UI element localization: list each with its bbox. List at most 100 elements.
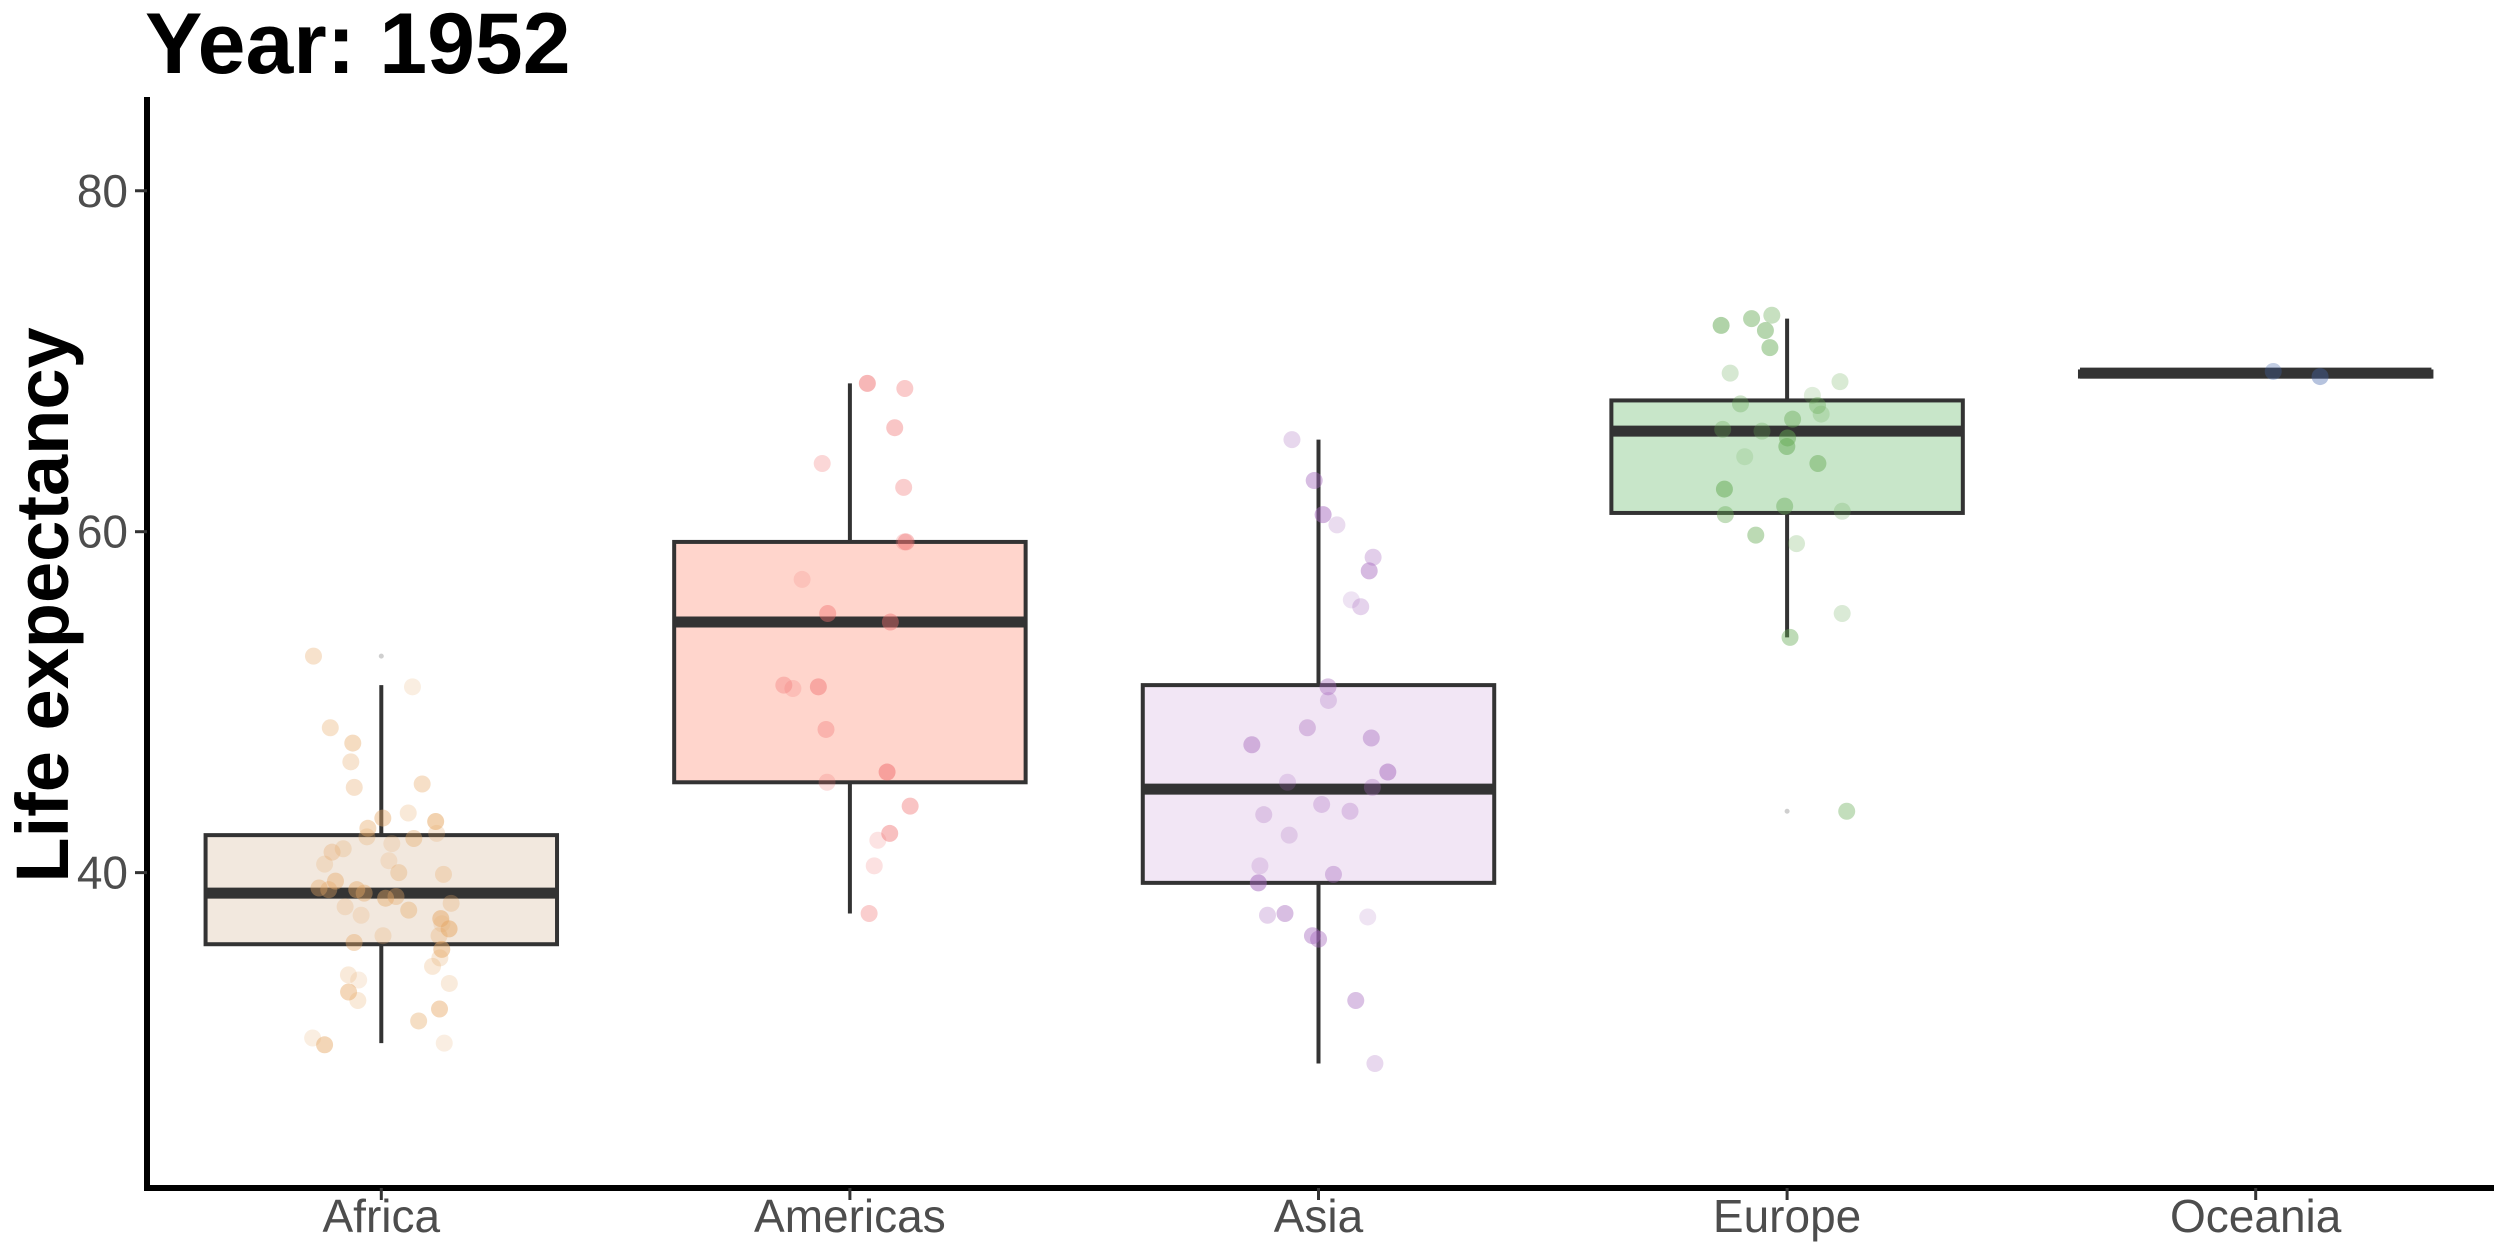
data-point [1379,763,1397,781]
data-point [344,734,362,752]
data-point [413,775,431,793]
data-point [1743,310,1761,328]
data-point [813,455,831,473]
data-point [340,983,358,1001]
data-point [342,753,360,771]
data-point [410,1012,428,1030]
data-point [387,887,405,905]
data-point [1249,874,1267,892]
data-point [1747,526,1765,544]
outlier-point [1784,808,1790,814]
data-point [1809,455,1827,473]
data-point [1763,306,1781,324]
data-point [383,835,401,853]
data-point [1342,591,1360,609]
data-point [1280,826,1298,844]
data-point [809,678,827,696]
data-point [2311,368,2329,386]
data-point [1255,806,1273,824]
data-point [1736,448,1754,466]
y-tick-label: 40 [77,847,128,899]
data-point [440,974,458,992]
data-point [316,855,334,873]
data-point [1303,927,1321,945]
data-point [1310,930,1328,948]
data-point [427,812,445,830]
data-point [1364,548,1382,566]
data-point [316,1036,334,1054]
data-point [435,1034,453,1052]
data-point [869,831,887,849]
data-point [1328,516,1346,534]
y-tick-label: 60 [77,506,128,558]
data-point [784,680,802,698]
data-point [895,478,913,496]
data-point [881,613,899,631]
data-point [878,763,896,781]
data-point [349,991,367,1009]
data-point [1784,410,1802,428]
data-point [323,843,341,861]
box-americas [672,374,1028,923]
data-point [1251,857,1269,875]
data-point [304,1029,322,1047]
data-point [352,906,370,924]
data-point [793,570,811,588]
data-point [400,901,418,919]
data-point [1716,506,1734,524]
data-point [1779,429,1797,447]
box-africa [203,647,560,1054]
data-point [1831,373,1849,391]
data-point [434,865,452,883]
data-point [431,1000,449,1018]
x-tick-label: Africa [323,1190,441,1242]
data-point [403,678,421,696]
data-point [424,957,442,975]
data-point [1363,778,1381,796]
data-point [390,864,408,882]
data-point [1721,364,1739,382]
data-point [1283,431,1301,449]
data-point [1298,719,1316,737]
y-tick-label: 80 [77,165,128,217]
data-point [433,940,451,958]
data-point [345,934,363,952]
data-point [1319,691,1337,709]
box-europe [1609,306,1965,820]
data-point [1362,729,1380,747]
data-point [817,720,835,738]
data-point [1279,773,1297,791]
box-iqr [672,539,1028,785]
data-point [1776,497,1794,515]
data-point [865,857,883,875]
box-iqr [1609,398,1965,515]
data-point [374,927,392,945]
data-point [1352,598,1370,616]
data-point [1714,420,1732,438]
data-point [326,872,344,890]
data-point [1313,795,1331,813]
data-point [355,884,373,902]
data-point [858,374,876,392]
data-point [432,910,450,928]
data-point [775,676,793,694]
data-point [440,920,458,938]
data-point [405,830,423,848]
data-point [1803,386,1821,404]
data-point [1833,605,1851,623]
data-point [1838,802,1856,820]
data-point [1731,395,1749,413]
data-point [1753,422,1771,440]
data-point [380,852,398,870]
data-point [1712,316,1730,334]
data-point [1715,480,1733,498]
data-point [345,778,363,796]
data-point [339,966,357,984]
data-point [433,915,451,933]
data-point [1324,865,1342,883]
data-point [336,898,354,916]
data-point [1243,736,1261,754]
data-point [818,773,836,791]
data-point [358,828,376,846]
